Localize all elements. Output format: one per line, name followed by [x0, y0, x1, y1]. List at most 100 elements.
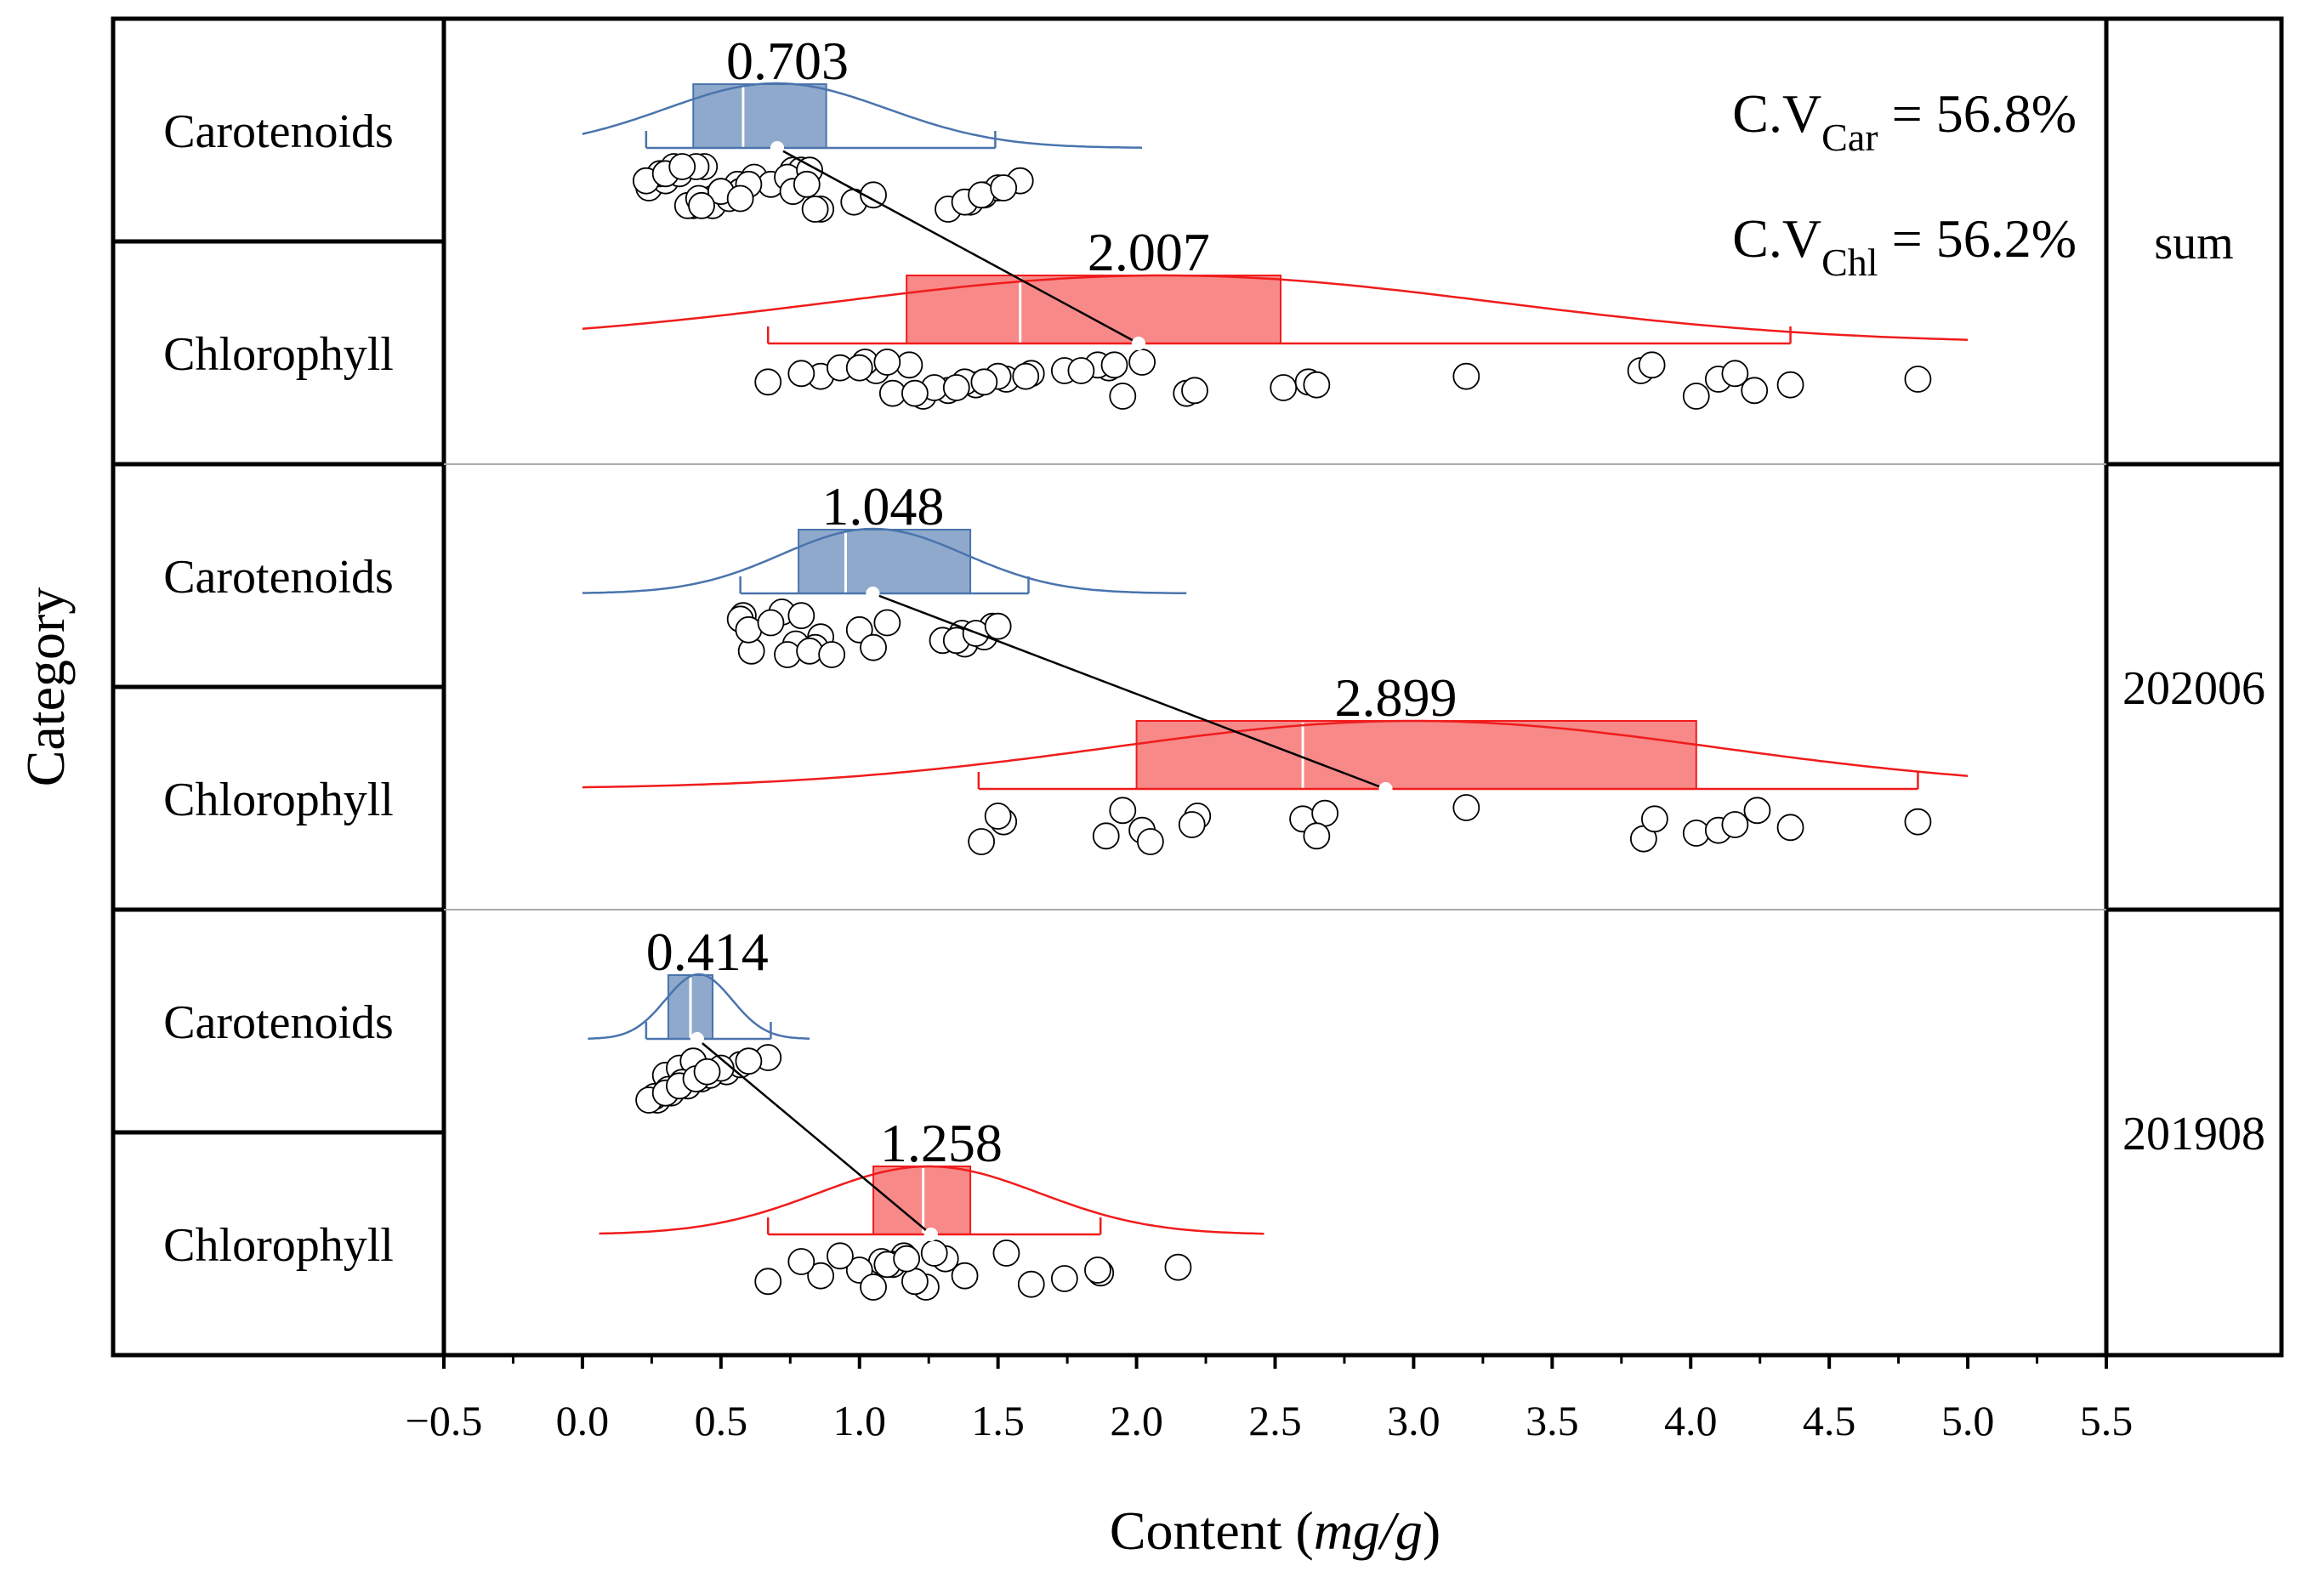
g0-chlorophyll-data-point: [845, 354, 873, 382]
g2-chlorophyll-mean-label: 1.258: [880, 1113, 1003, 1173]
g1-carotenoids-data-point: [787, 602, 815, 630]
g1-carotenoids-iqr-box: [798, 529, 972, 594]
g1-chlorophyll-iqr-box: [1135, 720, 1697, 790]
g0-chlorophyll-data-point: [1776, 371, 1804, 399]
g2-chlorophyll-data-point: [787, 1248, 815, 1275]
g0-chlorophyll-data-point: [1128, 349, 1156, 376]
facet-label-201908: 201908: [2122, 1108, 2265, 1160]
g2-chlorophyll-data-point: [992, 1239, 1020, 1267]
g1-carotenoids-data-point: [860, 633, 887, 661]
g1-carotenoids-density-curve: [582, 527, 1187, 595]
g0-chlorophyll-data-point: [901, 379, 929, 407]
g1-chlorophyll-data-point: [1904, 808, 1932, 836]
g2-chlorophyll-data-point: [1017, 1270, 1045, 1298]
g0-carotenoids-data-point: [793, 170, 821, 198]
g2-chlorophyll-data-point: [807, 1262, 835, 1290]
cv-suffix: = 56.2%: [1878, 208, 2077, 269]
g1-chlorophyll-data-point: [1721, 811, 1749, 838]
cv-prefix: C.V: [1732, 208, 1821, 269]
g1-chlorophyll-data-point: [1303, 822, 1331, 850]
g0-chlorophyll-data-point: [1721, 360, 1749, 388]
g1-mean-connector: [872, 592, 1386, 791]
g0-carotenoids-data-point: [990, 174, 1018, 201]
y-axis-label: Category: [15, 587, 76, 787]
g0-chlorophyll-data-point: [1452, 362, 1480, 390]
g1-chlorophyll-data-point: [1776, 814, 1804, 842]
g2-carotenoids-data-point: [693, 1058, 721, 1086]
g2-carotenoids-data-point: [735, 1047, 763, 1075]
x-tick-label: 3.5: [1526, 1397, 1579, 1444]
g2-chlorophyll-data-point: [1050, 1265, 1078, 1292]
g0-chlorophyll-data-point: [873, 349, 901, 376]
cv-annotation-car: C.VCar = 56.8%: [1732, 83, 2077, 159]
g1-row-label-carotenoids: Carotenoids: [163, 551, 394, 604]
cv-subscript: Car: [1821, 116, 1878, 159]
facet-label-202006: 202006: [2122, 662, 2265, 715]
g0-row-label-carotenoids: Carotenoids: [163, 105, 394, 158]
x-axis-label-unit: mg/g: [1314, 1500, 1423, 1561]
g0-chlorophyll-data-point: [1303, 371, 1331, 399]
x-tick-label: 3.0: [1387, 1397, 1440, 1444]
g0-chlorophyll-data-point: [1067, 357, 1095, 384]
g1-mean-dot: [1378, 782, 1393, 796]
g2-chlorophyll-data-point: [754, 1268, 782, 1296]
g1-carotenoids-data-point: [873, 609, 901, 637]
g0-chlorophyll-data-point: [1100, 351, 1128, 379]
g2-chlorophyll-data-point: [893, 1245, 921, 1273]
g0-carotenoids-data-point: [860, 181, 887, 209]
g0-chlorophyll-data-point: [1270, 374, 1298, 401]
g0-chlorophyll-iqr-box: [906, 275, 1282, 344]
g0-chlorophyll-density-curve: [582, 274, 1969, 341]
g0-chlorophyll-data-point: [754, 368, 782, 396]
g1-chlorophyll-data-point: [1109, 797, 1137, 825]
g2-chlorophyll-data-point: [901, 1268, 929, 1296]
g2-carotenoids-density-curve: [588, 973, 810, 1040]
g1-chlorophyll-data-point: [1743, 797, 1771, 825]
g2-mean-dot: [923, 1228, 938, 1241]
g2-chlorophyll-data-point: [827, 1242, 854, 1270]
g2-row-label-chlorophyll: Chlorophyll: [163, 1219, 394, 1272]
g0-carotenoids-data-point: [668, 153, 696, 180]
g1-chlorophyll-mean-label: 2.899: [1335, 667, 1457, 728]
facet-label-sum: sum: [2154, 217, 2233, 269]
g1-carotenoids-data-point: [796, 637, 823, 665]
cv-suffix: = 56.8%: [1878, 83, 2077, 144]
g2-chlorophyll-data-point: [1084, 1256, 1111, 1284]
g0-carotenoids-data-point: [801, 196, 829, 223]
g1-carotenoids-data-point: [757, 609, 785, 637]
g0-chlorophyll-data-point: [1012, 362, 1040, 390]
cv-subscript: Chl: [1821, 241, 1878, 284]
x-axis-label: Content (mg/g): [1110, 1500, 1440, 1561]
g1-chlorophyll-data-point: [1311, 799, 1339, 827]
x-tick-label: 2.5: [1248, 1397, 1302, 1444]
x-tick-label: 5.5: [2080, 1397, 2134, 1444]
x-tick-label: 4.5: [1803, 1397, 1856, 1444]
g1-chlorophyll-data-point: [968, 828, 996, 855]
g0-chlorophyll-data-point: [1904, 366, 1932, 393]
g1-mean-dot: [866, 587, 880, 600]
g0-chlorophyll-data-point: [895, 351, 923, 379]
text-layer: 0.703 Carotenoids 2.007 Chlorophyll sum 1.048…: [15, 31, 2265, 1561]
g0-mean-dot: [1131, 337, 1145, 350]
g1-carotenoids-data-point: [818, 641, 846, 668]
g1-chlorophyll-data-point: [1178, 811, 1206, 838]
x-tick-label: −0.5: [406, 1397, 483, 1444]
g0-chlorophyll-data-point: [787, 360, 815, 388]
g1-chlorophyll-data-point: [1136, 828, 1164, 855]
g0-mean-connector: [776, 146, 1139, 345]
x-tick-label: 2.0: [1110, 1397, 1163, 1444]
g1-chlorophyll-density-curve: [582, 719, 1969, 789]
x-tick-label: 0.0: [556, 1397, 610, 1444]
g0-mean-dot: [770, 141, 784, 155]
cv-annotation-chl: C.VChl = 56.2%: [1732, 208, 2077, 284]
g1-chlorophyll-data-point: [984, 803, 1012, 830]
g1-carotenoids-data-point: [774, 641, 801, 668]
g1-carotenoids-mean-label: 1.048: [821, 476, 944, 536]
g1-chlorophyll-data-point: [1682, 820, 1710, 847]
g0-carotenoids-data-point: [726, 184, 754, 213]
frame-layer: [111, 16, 2284, 1369]
g0-chlorophyll-data-point: [970, 368, 998, 396]
g2-mean-dot: [690, 1032, 704, 1046]
g2-chlorophyll-data-point: [951, 1262, 979, 1290]
